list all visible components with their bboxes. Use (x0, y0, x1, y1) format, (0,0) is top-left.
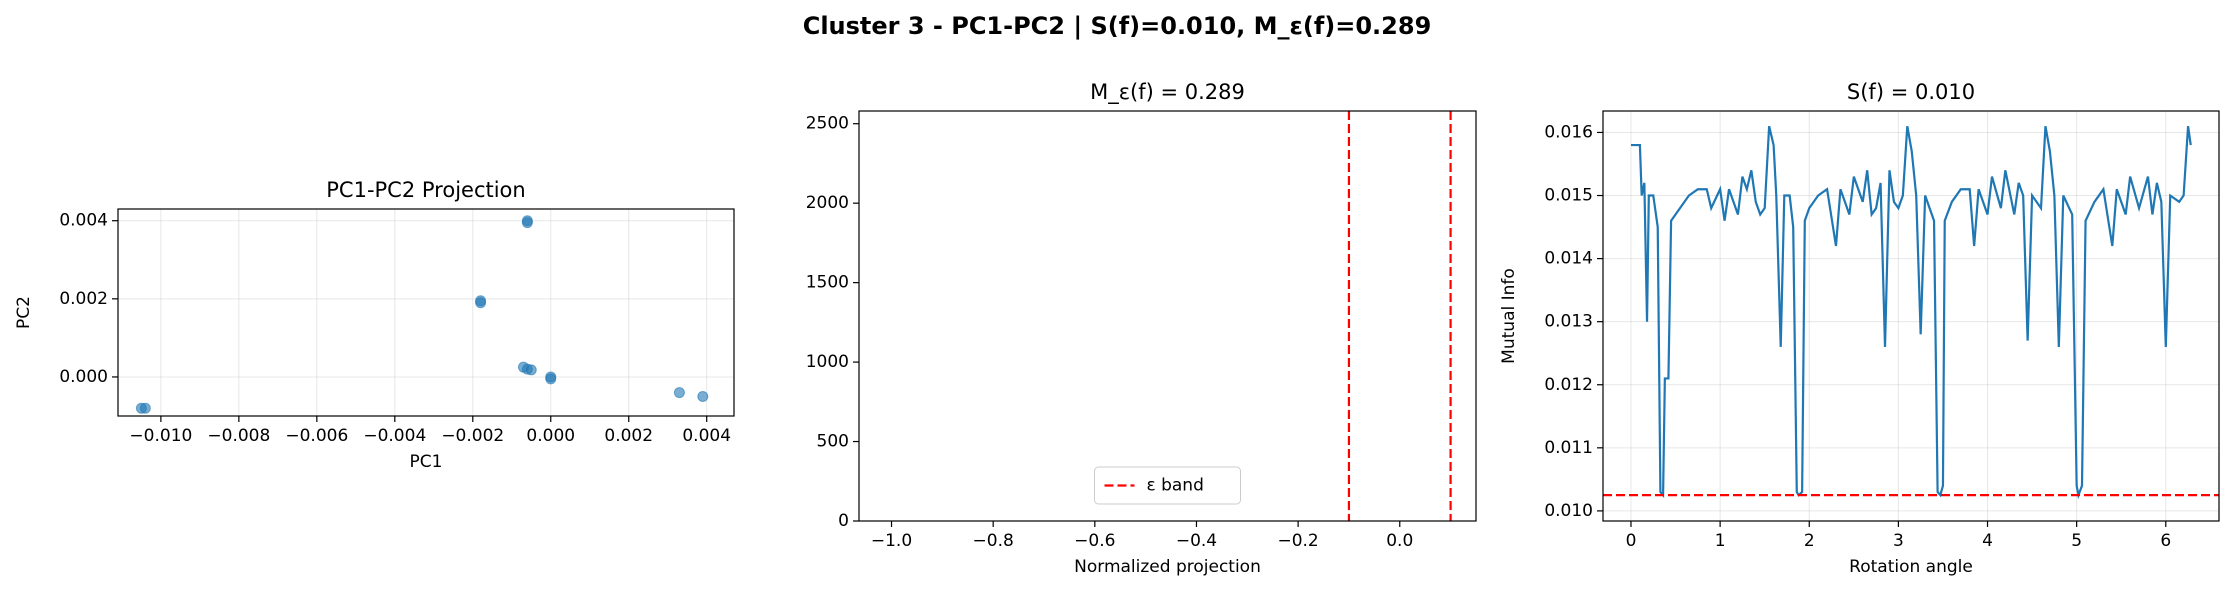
y-tick-label: 2000 (806, 193, 849, 213)
x-axis-label: PC1 (410, 452, 443, 472)
x-tick-label: 0 (1626, 531, 1637, 551)
point (475, 295, 487, 307)
plot-area (135, 215, 709, 414)
x-tick-label: 2 (1804, 531, 1815, 551)
y-tick-label: 500 (817, 432, 849, 452)
y-tick-label: 1500 (806, 273, 849, 293)
y-tick-label: 0.002 (59, 289, 108, 309)
axes-frame (1602, 110, 2220, 522)
y-axis-label: PC2 (14, 296, 34, 329)
x-tick-label: 6 (2160, 531, 2171, 551)
x-tick-label: 0.004 (682, 426, 731, 446)
x-tick-label: −0.002 (441, 426, 504, 446)
subplot-title: S(f) = 0.010 (1847, 80, 1975, 104)
x-tick-label: −0.010 (129, 426, 192, 446)
x-tick-label: 3 (1893, 531, 1904, 551)
y-tick-label: 0.000 (59, 367, 108, 387)
axes-frame (858, 110, 1477, 522)
x-tick-label: −0.4 (1176, 531, 1217, 551)
subplot: 0 1 2 3 4 5 6 0.010 0.011 0.012 0.013 0.014 0.015 0.0… (1499, 80, 2220, 577)
subplot-title: M_ε(f) = 0.289 (1090, 80, 1245, 105)
x-tick-label: −1.0 (871, 531, 912, 551)
y-tick-label: 0.013 (1544, 312, 1593, 332)
y-tick-label: 0.012 (1544, 375, 1593, 395)
plot-area (1347, 111, 1452, 521)
x-tick-label: −0.2 (1277, 531, 1318, 551)
y-tick-label: 0.004 (59, 211, 108, 231)
y-tick-label: 0 (838, 511, 849, 531)
y-tick-label: 1000 (806, 352, 849, 372)
point (673, 387, 685, 399)
point (697, 390, 709, 402)
y-tick-label: 0.010 (1544, 501, 1593, 521)
y-axis-label: Mutual Info (1499, 268, 1519, 364)
x-tick-label: −0.6 (1074, 531, 1115, 551)
point (545, 373, 557, 385)
axes-frame (117, 208, 735, 417)
x-tick-label: 1 (1715, 531, 1726, 551)
legend-box (1094, 466, 1241, 505)
y-tick-label: 0.015 (1544, 186, 1593, 206)
x-tick-label: 5 (2071, 531, 2082, 551)
figure-title: Cluster 3 - PC1-PC2 | S(f)=0.010, M_ε(f)… (803, 12, 1432, 40)
x-tick-label: 0.002 (604, 426, 653, 446)
x-tick-label: −0.008 (207, 426, 270, 446)
x-axis-label: Rotation angle (1849, 557, 1973, 577)
x-tick-label: 0.000 (526, 426, 575, 446)
point (521, 217, 533, 229)
y-tick-label: 0.016 (1544, 122, 1593, 142)
plot-area (1603, 125, 2219, 500)
x-tick-label: −0.006 (285, 426, 348, 446)
x-tick-label: 4 (1982, 531, 1993, 551)
y-tick-label: 0.014 (1544, 249, 1593, 269)
line (1630, 125, 2192, 500)
x-tick-label: 0.0 (1386, 531, 1413, 551)
y-tick-label: 2500 (806, 114, 849, 134)
x-axis-label: Normalized projection (1074, 557, 1261, 577)
subplot-title: PC1-PC2 Projection (326, 178, 525, 202)
point (525, 364, 537, 376)
point (135, 402, 147, 414)
legend: ε band (1094, 466, 1241, 505)
y-tick-label: 0.011 (1544, 438, 1593, 458)
x-tick-label: −0.004 (363, 426, 426, 446)
subplot: −0.010 −0.008 −0.006 −0.004 −0.002 0.000 0.002… (14, 178, 735, 472)
subplot: −1.0 −0.8 −0.6 −0.4 −0.2 0.0 0 500 1000 1500 2000 2… (806, 80, 1477, 577)
x-tick-label: −0.8 (973, 531, 1014, 551)
legend-label: ε band (1147, 476, 1204, 496)
